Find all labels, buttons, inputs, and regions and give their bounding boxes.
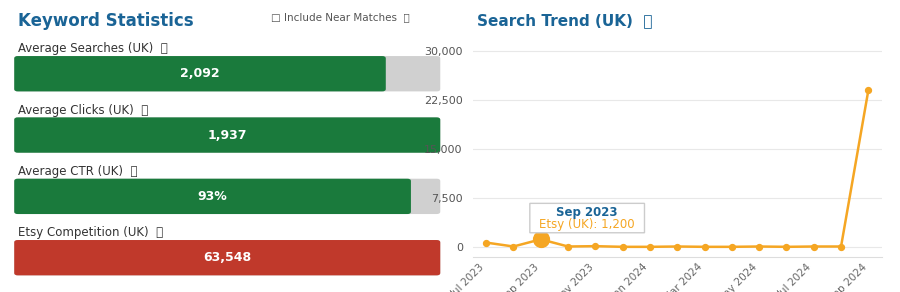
FancyBboxPatch shape <box>14 56 440 91</box>
Text: Keyword Statistics: Keyword Statistics <box>18 12 194 30</box>
Point <box>643 244 657 249</box>
Point <box>506 244 520 249</box>
Point <box>752 244 767 249</box>
Point <box>561 244 575 249</box>
Text: Average Clicks (UK)  ⓘ: Average Clicks (UK) ⓘ <box>18 104 148 117</box>
Point <box>589 244 603 248</box>
Text: Etsy (UK): 1,200: Etsy (UK): 1,200 <box>539 218 635 231</box>
FancyBboxPatch shape <box>14 240 440 275</box>
Point <box>833 244 848 249</box>
FancyBboxPatch shape <box>14 56 386 91</box>
Text: 63,548: 63,548 <box>203 251 251 264</box>
FancyBboxPatch shape <box>14 179 411 214</box>
FancyBboxPatch shape <box>14 240 440 275</box>
FancyBboxPatch shape <box>530 203 644 233</box>
Point <box>670 244 684 249</box>
Text: □ Include Near Matches  ⓘ: □ Include Near Matches ⓘ <box>271 12 410 22</box>
Point <box>806 244 821 249</box>
Point <box>698 244 712 249</box>
Point <box>534 237 548 242</box>
Text: Average Searches (UK)  ⓘ: Average Searches (UK) ⓘ <box>18 42 167 55</box>
FancyBboxPatch shape <box>14 179 440 214</box>
Text: Sep 2023: Sep 2023 <box>556 206 618 219</box>
Point <box>534 237 548 242</box>
Text: 2,092: 2,092 <box>180 67 220 80</box>
FancyBboxPatch shape <box>14 117 440 153</box>
FancyBboxPatch shape <box>14 117 440 153</box>
Text: Average CTR (UK)  ⓘ: Average CTR (UK) ⓘ <box>18 165 137 178</box>
Text: Search Trend (UK)  ⓘ: Search Trend (UK) ⓘ <box>477 13 652 28</box>
Point <box>861 88 876 93</box>
Text: 1,937: 1,937 <box>208 128 247 142</box>
Point <box>479 240 493 245</box>
Point <box>616 244 630 249</box>
Point <box>724 244 739 249</box>
Text: 93%: 93% <box>198 190 228 203</box>
Text: Etsy Competition (UK)  ⓘ: Etsy Competition (UK) ⓘ <box>18 226 163 239</box>
Point <box>779 244 794 249</box>
